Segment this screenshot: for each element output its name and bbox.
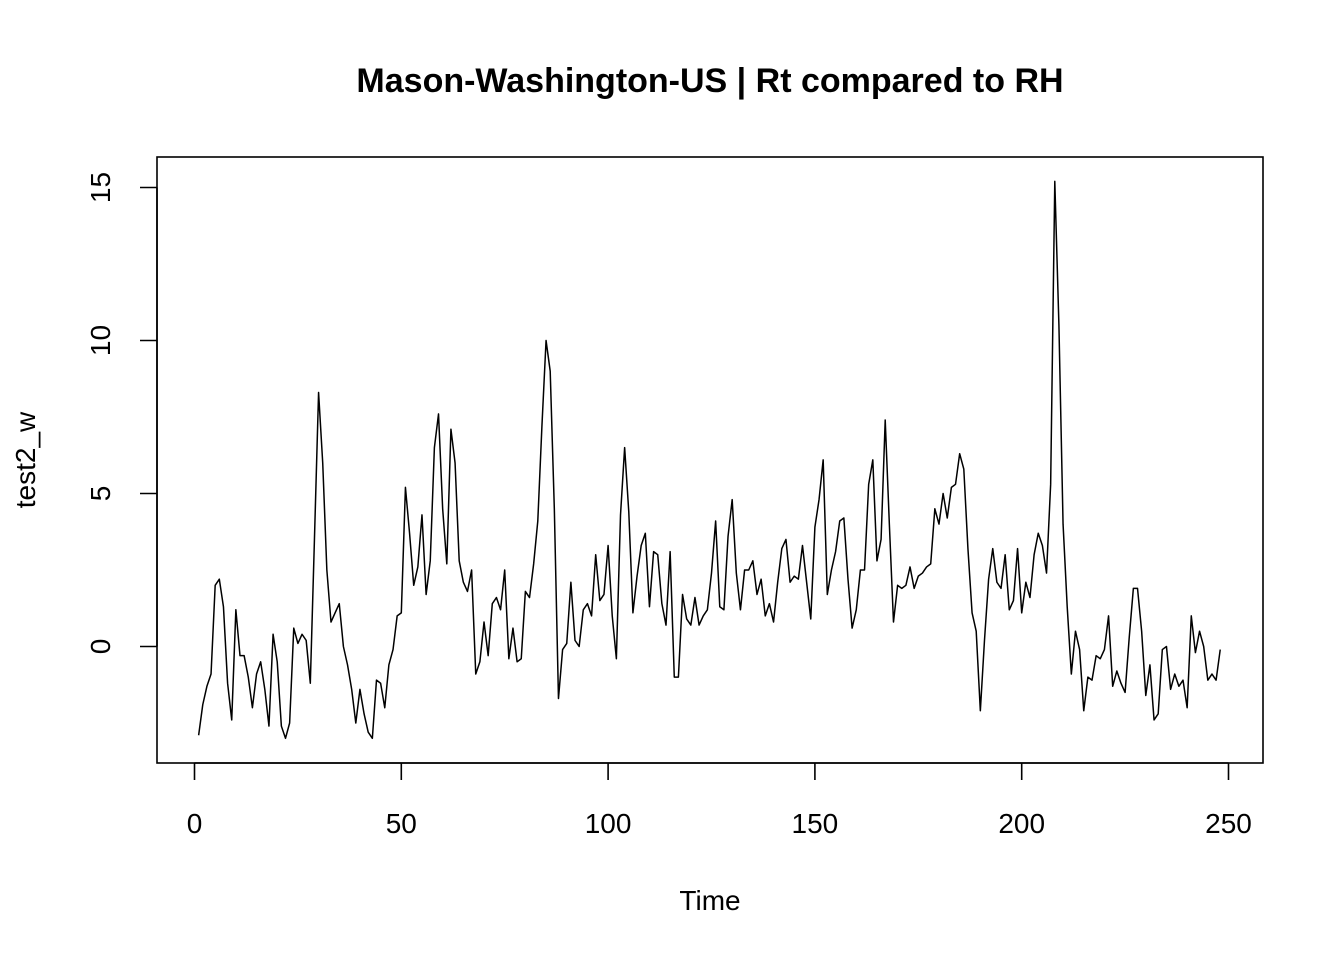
y-axis: 0 5 10 15 xyxy=(85,172,158,655)
y-tick-label: 15 xyxy=(85,172,116,203)
chart-title: Mason-Washington-US | Rt compared to RH xyxy=(356,62,1063,100)
y-axis-label: test2_w xyxy=(10,411,41,508)
x-tick-label: 150 xyxy=(792,808,839,839)
x-tick-label: 200 xyxy=(998,808,1045,839)
x-tick-label: 0 xyxy=(187,808,203,839)
series-line-0 xyxy=(197,180,1221,740)
x-tick-label: 100 xyxy=(585,808,632,839)
x-tick-label: 250 xyxy=(1205,808,1252,839)
x-axis-label: Time xyxy=(679,885,740,916)
series-group xyxy=(197,180,1221,740)
x-tick-label: 50 xyxy=(386,808,417,839)
y-tick-label: 5 xyxy=(85,486,116,502)
y-tick-label: 0 xyxy=(85,639,116,655)
x-axis: 0 50 100 150 200 250 xyxy=(187,762,1252,839)
y-tick-label: 10 xyxy=(85,325,116,356)
